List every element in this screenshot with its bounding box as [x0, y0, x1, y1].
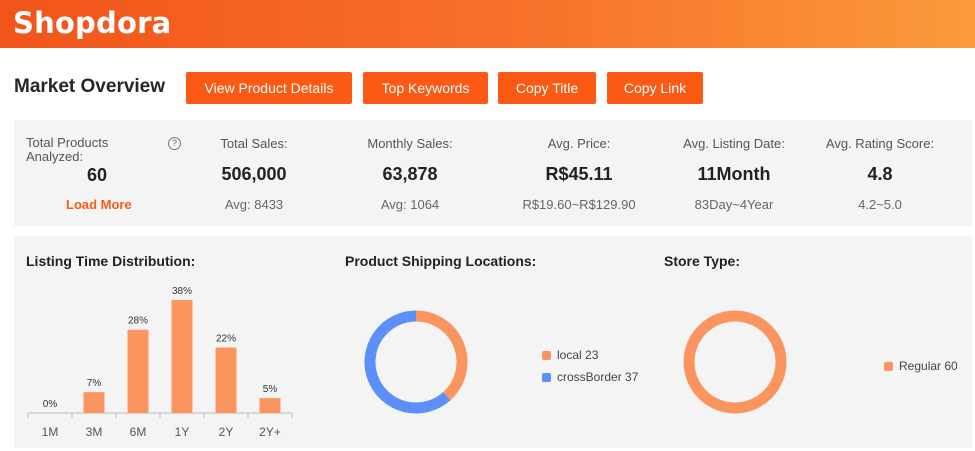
stat-sub: Avg: 8433	[224, 197, 284, 212]
load-more-link[interactable]: Load More	[66, 197, 132, 212]
top-bar: Shopdora	[0, 0, 975, 48]
listing-time-title: Listing Time Distribution:	[26, 253, 196, 269]
stat-label: Monthly Sales:	[367, 136, 453, 151]
legend-swatch	[542, 372, 551, 382]
page-title: Market Overview	[14, 76, 166, 97]
stat-sub: 4.2~5.0	[858, 197, 902, 212]
stat-sub: 83Day~4Year	[694, 197, 774, 212]
legend-label: Regular 60	[899, 359, 958, 373]
x-tick-label: 6M	[130, 425, 147, 439]
donut-slice-crossBorder[interactable]	[364, 310, 451, 414]
stat-label: Avg. Listing Date:	[683, 136, 785, 151]
bar-2Y[interactable]	[215, 347, 237, 413]
x-tick-label: 1M	[42, 425, 59, 439]
bar-2Y+[interactable]	[259, 398, 281, 413]
stats-summary: Total Products Analyzed: ? 60 Load More …	[14, 120, 972, 226]
copy-title-button[interactable]: Copy Title	[498, 72, 596, 104]
shipping-locations-donut	[364, 310, 468, 414]
stat-value: 63,878	[382, 164, 438, 184]
legend-regular[interactable]: Regular 60	[884, 359, 958, 373]
stat-value: 506,000	[221, 164, 287, 184]
help-icon[interactable]: ?	[168, 137, 181, 150]
bar-6M[interactable]	[127, 329, 149, 413]
stat-value: R$45.11	[545, 164, 613, 184]
legend-swatch	[884, 361, 893, 371]
stat-avg-price: Avg. Price: R$45.11 R$19.60~R$129.90	[494, 120, 664, 226]
legend-crossborder[interactable]: crossBorder 37	[542, 370, 638, 384]
stat-label: Total Products Analyzed:	[26, 135, 109, 164]
x-tick-label: 2Y	[219, 425, 234, 439]
stat-total-sales: Total Sales: 506,000 Avg: 8433	[184, 120, 324, 226]
store-type-donut	[683, 310, 787, 414]
copy-link-button[interactable]: Copy Link	[607, 72, 703, 104]
legend-label: local 23	[557, 348, 599, 362]
bar-data-label: 28%	[128, 316, 148, 327]
view-product-details-button[interactable]: View Product Details	[186, 72, 352, 104]
stat-value: 11Month	[697, 164, 771, 184]
x-tick-label: 2Y+	[259, 425, 281, 439]
legend-swatch	[542, 350, 551, 360]
stat-sub: R$19.60~R$129.90	[522, 197, 636, 212]
top-keywords-button[interactable]: Top Keywords	[363, 72, 488, 104]
shopdora-logo[interactable]: Shopdora	[13, 6, 172, 40]
stat-monthly-sales: Monthly Sales: 63,878 Avg: 1064	[340, 120, 480, 226]
bar-data-label: 22%	[216, 334, 236, 345]
donut-slice-local[interactable]	[415, 310, 468, 401]
stat-label: Avg. Rating Score:	[825, 136, 935, 151]
store-type-title: Store Type:	[664, 253, 740, 269]
shipping-locations-title: Product Shipping Locations:	[345, 253, 537, 269]
legend-label: crossBorder 37	[557, 370, 639, 384]
bar-data-label: 7%	[87, 378, 102, 389]
charts-panel: Listing Time Distribution: Product Shipp…	[14, 236, 972, 448]
x-tick-label: 3M	[86, 425, 103, 439]
stat-avg-listing-date: Avg. Listing Date: 11Month 83Day~4Year	[661, 120, 807, 226]
bar-data-label: 38%	[172, 286, 192, 297]
legend-local[interactable]: local 23	[542, 348, 598, 362]
stat-avg-rating: Avg. Rating Score: 4.8 4.2~5.0	[810, 120, 950, 226]
stat-value: 60	[87, 165, 108, 185]
bar-3M[interactable]	[83, 392, 105, 413]
donut-slice-Regular[interactable]	[683, 310, 787, 414]
stat-label: Avg. Price:	[547, 136, 611, 151]
stat-sub: Avg: 1064	[380, 197, 440, 212]
stat-label: Total Sales:	[220, 136, 288, 151]
stat-value: 4.8	[867, 164, 893, 184]
x-tick-label: 1Y	[175, 425, 190, 439]
bar-data-label: 5%	[263, 384, 278, 395]
listing-time-bar-chart: 0% 1M 7% 3M 28% 6M 38% 1Y 22% 2Y 5% 2Y+	[27, 286, 293, 439]
bar-1Y[interactable]	[171, 299, 193, 413]
bar-data-label: 0%	[43, 399, 58, 410]
stat-total-products: Total Products Analyzed: ? 60 Load More	[14, 120, 194, 226]
